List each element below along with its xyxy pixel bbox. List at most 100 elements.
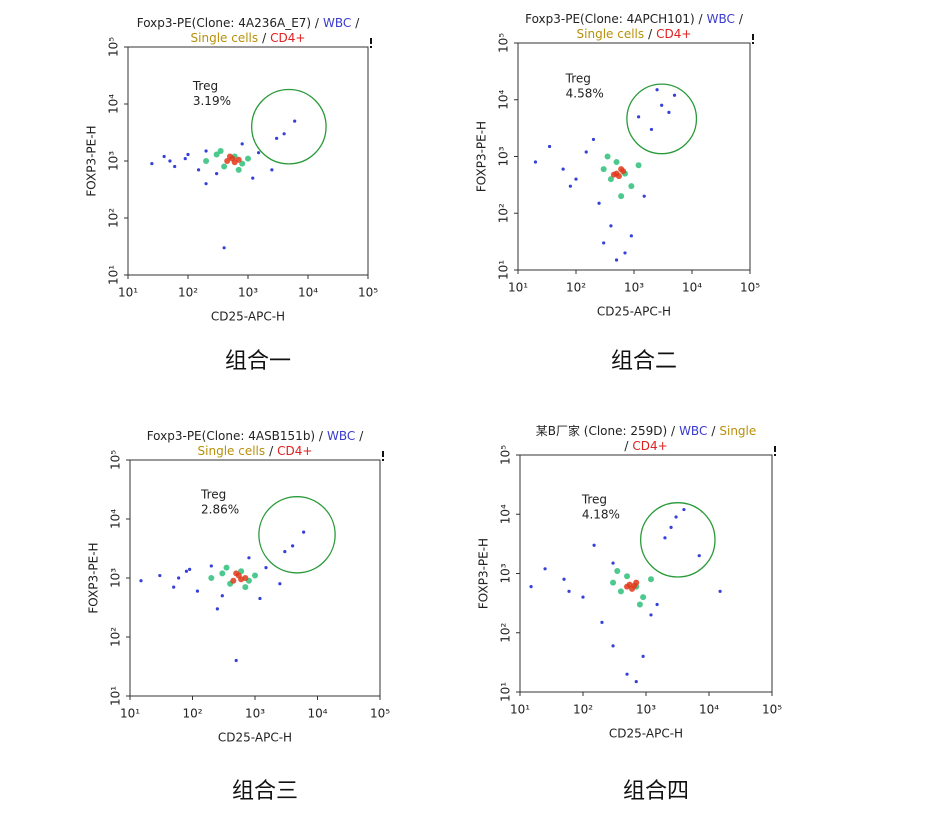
event-dot [293,119,297,123]
title-segment: CD4+ [277,444,312,458]
y-tick-label: 10⁴ [109,509,123,529]
event-dot [226,153,233,160]
gate [640,502,716,578]
event-dot [220,594,224,598]
event-dot [625,672,629,676]
event-dot [168,159,172,163]
event-dot [177,576,181,580]
x-tick-label: 10⁵ [762,703,782,717]
y-tick-label: 10¹ [499,682,513,702]
title-segment: WBC [707,12,735,26]
panel: 某B厂家 (Clone: 259D) / WBC / Single/CD4+10¹ 10… [477,423,783,805]
chart-title: Single cells / CD4+ [198,444,313,458]
y-tick-label: 10⁵ [499,445,513,465]
x-tick-label: 10⁵ [358,286,378,300]
event-dot [718,589,722,593]
event-dot [245,155,251,162]
chart-title: Single cells / CD4+ [577,27,692,41]
event-dot [591,137,596,142]
x-tick-label: 10⁴ [682,281,702,295]
title-segment: / [269,444,274,458]
event-dot [618,193,625,200]
event-dot [561,167,565,171]
event-dot [624,573,631,580]
y-axis-label: FOXP3-PE-H [85,125,99,196]
event-dot [172,585,176,589]
x-axis-label: CD25-APC-H [211,310,285,324]
gate-label: Treg [200,487,226,501]
chart-title: 某B厂家 (Clone: 259D) / WBC / Single [536,423,757,438]
event-dot [230,577,237,584]
event-dot [568,184,572,188]
plot-frame [517,42,751,271]
event-dot [600,166,607,173]
y-tick-label: 10¹ [107,265,121,285]
event-dot [672,93,677,97]
x-tick-label: 10² [566,281,586,295]
panel: Foxp3-PE(Clone: 4ASB151b) / WBC/Single ce… [87,429,391,805]
title-segment: Foxp3-PE(Clone: 4ASB151b) / [147,429,324,443]
event-dot [533,160,538,164]
x-tick-label: 10¹ [118,286,138,300]
gate-percent: 3.19% [193,94,231,108]
event-dot [584,150,588,154]
event-dot [242,584,249,591]
event-dot [162,154,166,159]
event-dot [581,595,585,599]
event-dot [186,152,190,157]
event-dot [233,570,240,577]
event-dot [634,679,638,684]
event-dot [213,151,220,158]
y-tick-label: 10³ [107,151,121,171]
event-dot [209,564,213,568]
event-dot [529,585,533,589]
x-tick-label: 10⁴ [298,286,318,300]
event-dot [611,644,615,648]
gate-percent: 4.58% [566,86,604,100]
gate-label: Treg [581,492,607,506]
event-dot [604,153,611,160]
gate [258,496,336,574]
event-dot [223,564,230,571]
y-tick-label: 10² [109,627,123,647]
event-dot [597,201,601,205]
event-dot [647,576,654,583]
x-axis-label: CD25-APC-H [609,727,683,741]
event-dot [602,241,606,245]
chart-title: Foxp3-PE(Clone: 4ASB151b) / WBC / [147,429,365,443]
title-segment: Foxp3-PE(Clone: 4APCH101) / [525,12,703,26]
event-dot [623,251,627,255]
event-dot [697,554,701,558]
event-dot [240,142,244,146]
event-dot [592,543,596,547]
event-dot [636,601,643,608]
event-dot [139,579,143,583]
x-tick-label: 10² [182,707,202,721]
event-dot [235,166,242,173]
panel-caption: 组合四 [623,779,689,804]
x-tick-label: 10¹ [508,281,528,295]
y-tick-label: 10⁵ [109,450,123,470]
y-tick-label: 10² [107,208,121,228]
event-dot [239,160,246,167]
event-dot [574,177,578,181]
y-axis-label: FOXP3-PE-H [477,538,491,609]
event-dot [609,224,613,228]
title-segment: / [624,439,629,453]
chart-title: Single cells / CD4+ [191,31,306,45]
title-segment: Single cells [198,444,266,458]
event-dot [613,158,620,165]
event-dot [635,162,642,169]
event-dot [184,569,189,573]
title-segment: Foxp3-PE(Clone: 4A236A_E7) / [137,16,320,30]
panel-caption: 组合一 [225,349,291,374]
event-dot [626,581,633,588]
event-dot [618,166,625,173]
event-dot [547,144,552,149]
panel: Foxp3-PE(Clone: 4APCH101) / WBC/Single ce… [475,12,761,375]
y-tick-label: 10⁴ [499,504,513,524]
event-dot [252,572,258,579]
event-dot [224,158,231,164]
x-tick-label: 10³ [636,703,656,717]
